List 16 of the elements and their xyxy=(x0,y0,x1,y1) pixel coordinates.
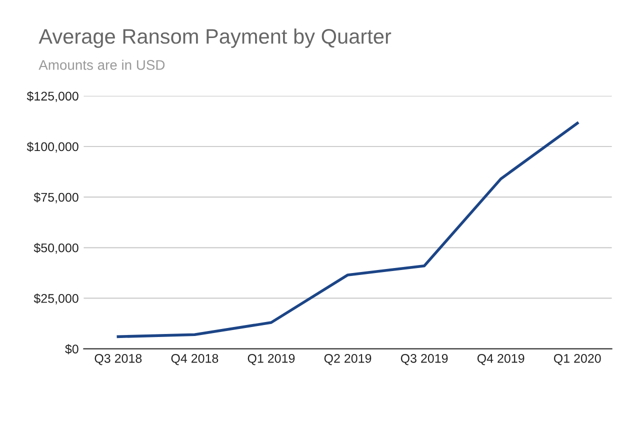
y-tick-label: $50,000 xyxy=(34,242,78,254)
chart-subtitle: Amounts are in USD xyxy=(38,60,165,70)
chart-title: Average Ransom Payment by Quarter xyxy=(38,28,392,48)
x-tick-label: Q1 2020 xyxy=(554,354,601,366)
y-tick-label: $100,000 xyxy=(26,142,78,153)
x-tick-label: Q3 2018 xyxy=(94,354,142,366)
y-tick-label: $75,000 xyxy=(34,192,78,204)
y-tick-label: $25,000 xyxy=(34,294,78,304)
x-tick-label: Q2 2019 xyxy=(324,354,372,366)
y-tick-label: $125,000 xyxy=(26,91,78,102)
x-tick-label: Q4 2019 xyxy=(477,354,524,366)
y-tick-label: $0 xyxy=(65,344,78,354)
x-tick-label: Q4 2018 xyxy=(171,354,218,366)
line-series xyxy=(116,122,579,338)
x-tick-label: Q1 2019 xyxy=(248,354,295,366)
x-tick-label: Q3 2019 xyxy=(400,354,448,366)
